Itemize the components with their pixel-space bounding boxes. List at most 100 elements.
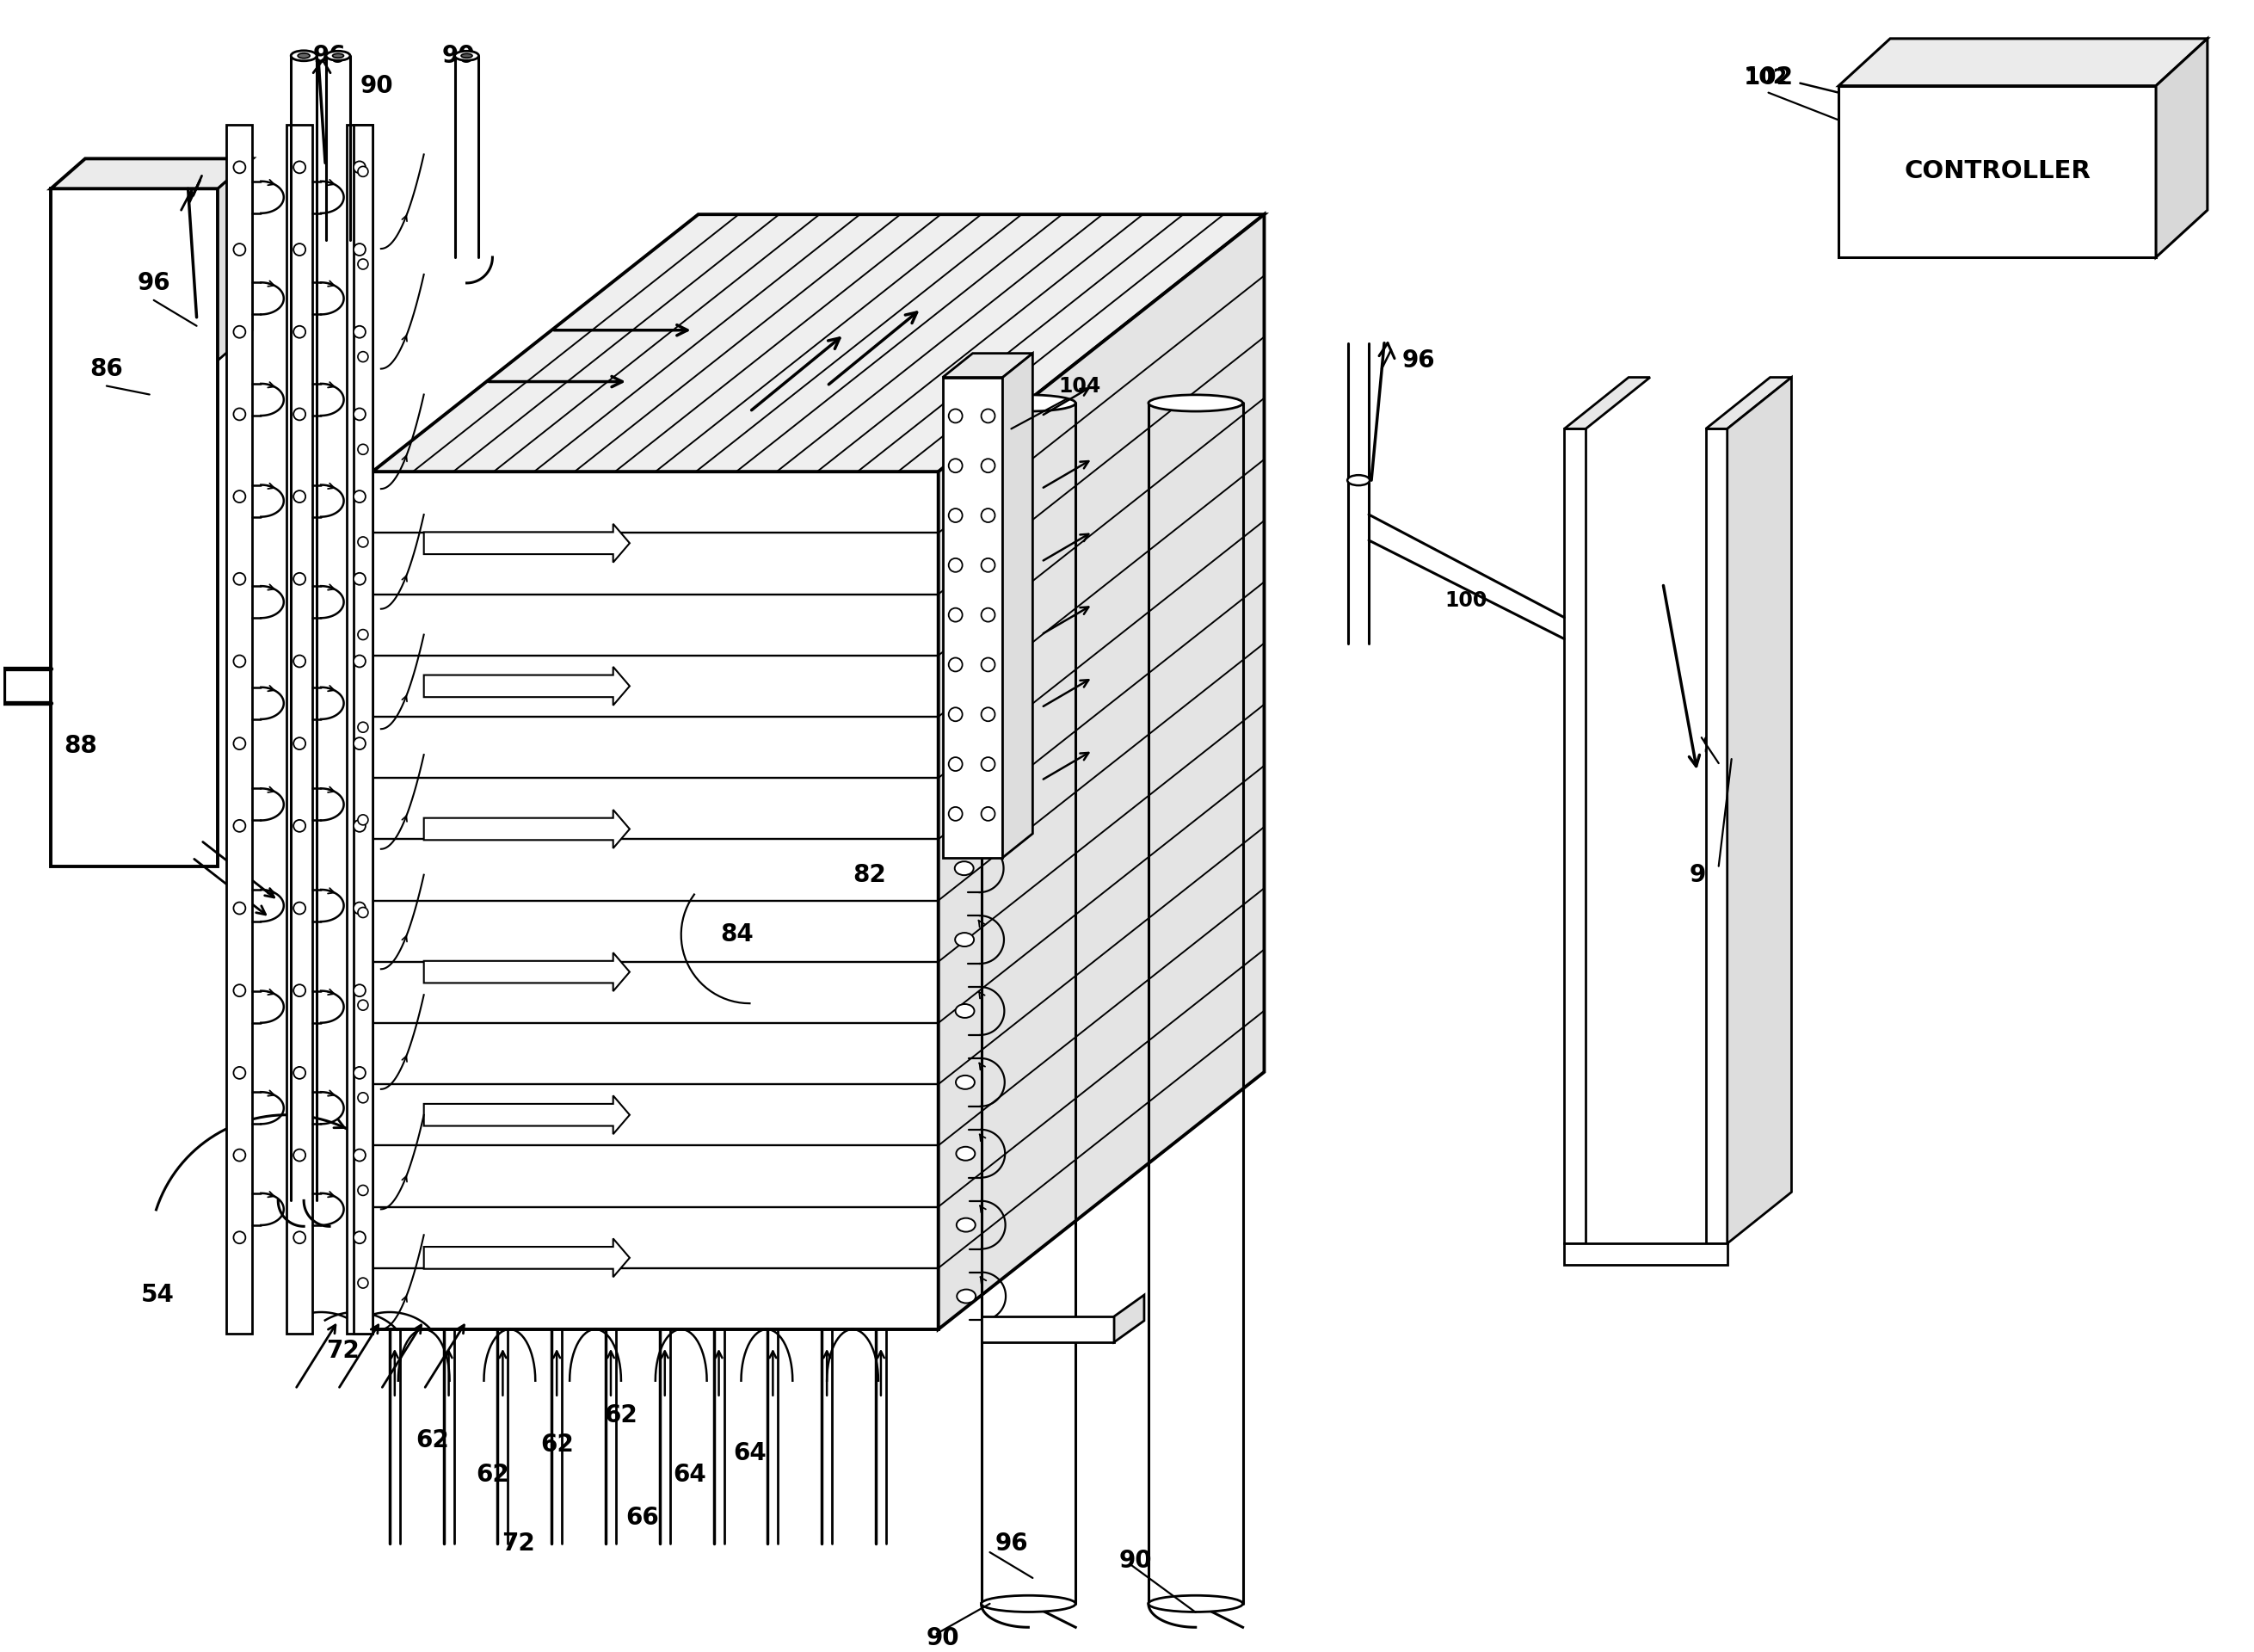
Text: 62: 62 <box>604 1403 638 1427</box>
Ellipse shape <box>956 1004 974 1018</box>
Text: 90: 90 <box>361 74 392 97</box>
Circle shape <box>949 459 962 472</box>
Polygon shape <box>2157 38 2207 258</box>
Circle shape <box>949 707 962 722</box>
Circle shape <box>293 656 307 667</box>
Polygon shape <box>424 953 629 991</box>
Ellipse shape <box>958 1290 976 1303</box>
Circle shape <box>354 1067 365 1079</box>
Circle shape <box>234 573 246 585</box>
Circle shape <box>354 491 365 502</box>
Polygon shape <box>228 124 252 1333</box>
Text: 72: 72 <box>327 1338 358 1363</box>
Circle shape <box>293 325 307 339</box>
Ellipse shape <box>1150 1596 1242 1612</box>
Polygon shape <box>52 188 219 866</box>
Circle shape <box>234 408 246 420</box>
Circle shape <box>354 656 365 667</box>
Text: 82: 82 <box>852 862 886 887</box>
Circle shape <box>980 608 994 621</box>
Polygon shape <box>424 667 629 705</box>
Circle shape <box>358 722 367 732</box>
Polygon shape <box>424 809 629 849</box>
Circle shape <box>949 657 962 671</box>
Circle shape <box>949 509 962 522</box>
Text: 102: 102 <box>1742 64 1794 89</box>
Circle shape <box>949 608 962 621</box>
Circle shape <box>293 243 307 256</box>
Circle shape <box>980 410 994 423</box>
Circle shape <box>358 999 367 1011</box>
Ellipse shape <box>455 51 478 61</box>
Polygon shape <box>1727 377 1792 1244</box>
Circle shape <box>980 707 994 722</box>
Text: 84: 84 <box>721 923 753 947</box>
Ellipse shape <box>956 933 974 947</box>
Polygon shape <box>286 124 313 1333</box>
Polygon shape <box>1839 86 2157 258</box>
Circle shape <box>293 1150 307 1161</box>
Polygon shape <box>1113 1295 1145 1341</box>
Circle shape <box>293 1067 307 1079</box>
Circle shape <box>354 1150 365 1161</box>
Ellipse shape <box>334 53 343 58</box>
Text: 90: 90 <box>926 1626 960 1650</box>
Text: 96: 96 <box>313 43 347 68</box>
Circle shape <box>980 509 994 522</box>
Circle shape <box>354 819 365 833</box>
Text: 62: 62 <box>541 1432 573 1457</box>
Text: 90: 90 <box>1118 1550 1152 1573</box>
Text: 62: 62 <box>476 1464 509 1487</box>
Polygon shape <box>1564 430 1587 1244</box>
Circle shape <box>358 814 367 824</box>
Circle shape <box>980 558 994 572</box>
Circle shape <box>358 352 367 362</box>
Circle shape <box>354 1231 365 1244</box>
Circle shape <box>234 1231 246 1244</box>
Circle shape <box>354 162 365 173</box>
Circle shape <box>949 558 962 572</box>
Circle shape <box>234 1150 246 1161</box>
Circle shape <box>358 907 367 917</box>
Circle shape <box>358 444 367 454</box>
Circle shape <box>358 1184 367 1196</box>
Ellipse shape <box>953 577 971 590</box>
Polygon shape <box>52 159 252 188</box>
Polygon shape <box>1839 38 2207 86</box>
Circle shape <box>234 819 246 833</box>
Circle shape <box>358 537 367 547</box>
Circle shape <box>354 243 365 256</box>
Circle shape <box>293 408 307 420</box>
Ellipse shape <box>980 395 1075 411</box>
Circle shape <box>980 806 994 821</box>
Circle shape <box>354 902 365 914</box>
Polygon shape <box>1706 430 1727 1244</box>
Text: 96: 96 <box>1402 349 1436 372</box>
Circle shape <box>234 491 246 502</box>
Circle shape <box>354 737 365 750</box>
Text: 66: 66 <box>627 1507 658 1530</box>
Circle shape <box>234 243 246 256</box>
Ellipse shape <box>462 53 473 58</box>
Text: 64: 64 <box>733 1442 766 1465</box>
Ellipse shape <box>980 1596 1075 1612</box>
Circle shape <box>980 657 994 671</box>
Text: 94: 94 <box>1702 733 1736 758</box>
Ellipse shape <box>1348 476 1370 486</box>
Polygon shape <box>938 215 1264 1330</box>
Polygon shape <box>372 215 1264 472</box>
Ellipse shape <box>1150 395 1242 411</box>
Circle shape <box>358 259 367 269</box>
Text: 104: 104 <box>1059 375 1100 396</box>
Circle shape <box>354 408 365 420</box>
Circle shape <box>949 806 962 821</box>
Text: 96: 96 <box>994 1531 1028 1556</box>
Circle shape <box>234 902 246 914</box>
Polygon shape <box>219 159 252 360</box>
Ellipse shape <box>953 506 971 519</box>
Circle shape <box>234 737 246 750</box>
Polygon shape <box>1706 377 1792 430</box>
Polygon shape <box>372 472 938 1330</box>
Polygon shape <box>424 1095 629 1135</box>
Text: CONTROLLER: CONTROLLER <box>1905 160 2092 183</box>
